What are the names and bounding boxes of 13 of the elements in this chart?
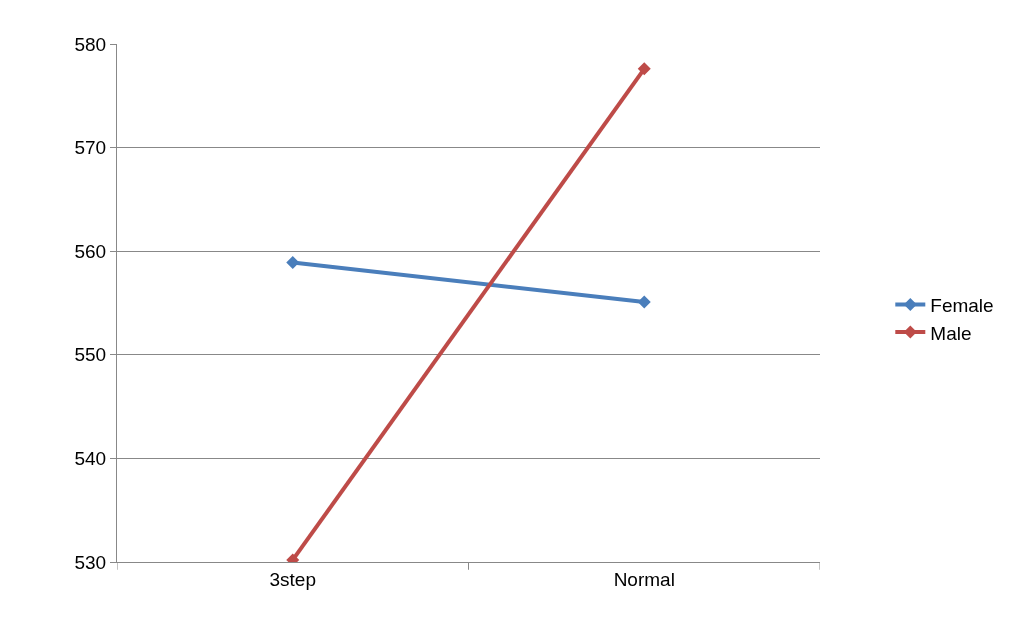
x-tick-label: Normal	[613, 568, 675, 590]
point	[286, 256, 300, 270]
legend-label: Male	[930, 322, 972, 344]
legend-label: Female	[930, 294, 994, 316]
y-tick-label: 540	[74, 448, 107, 470]
y-tick-label: 560	[74, 240, 107, 262]
x-tick-label: 3step	[269, 568, 316, 590]
point	[637, 295, 651, 309]
y-tick-label: 580	[74, 33, 107, 55]
y-tick-label: 570	[74, 137, 107, 159]
y-tick-label: 530	[74, 551, 107, 573]
point	[637, 62, 651, 76]
y-tick-label: 550	[74, 344, 107, 366]
